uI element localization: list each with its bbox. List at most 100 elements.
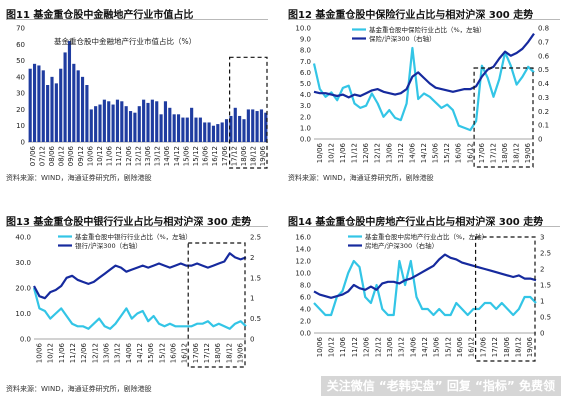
y-left-tick-label: 8.0 xyxy=(300,282,311,290)
bar xyxy=(155,101,159,142)
x-tick-label: 12/06 xyxy=(80,342,88,363)
chart-panel-14: 图14 基金重仓股中房地产行业占比与相对沪深 300 走势 0.0 2.0 4.0 6… xyxy=(288,213,560,373)
x-tick-label: 17/12 xyxy=(491,337,499,357)
chart-title: 图12 基金重仓股中保险行业占比与相对沪深 300 走势 xyxy=(288,10,534,21)
y-right-tick-label: 1 xyxy=(540,298,544,306)
x-tick-label: 19/06 xyxy=(236,342,244,363)
y-right-tick-label: 0.5 xyxy=(540,314,551,322)
bar xyxy=(168,107,172,142)
y-tick-label: 40 xyxy=(16,73,25,81)
y-right-tick-label: 0 xyxy=(538,136,542,144)
y-right-tick-label: 0.3 xyxy=(538,94,549,102)
line-chart-insurance: 0.0 1.0 2.0 3.0 4.0 5.0 6.0 7.0 8.0 9.0 10.0 0 0.1 0.… xyxy=(295,25,550,168)
x-tick-label: 15/12 xyxy=(192,146,200,166)
bar xyxy=(176,114,181,142)
x-tick-label: 10/06 xyxy=(86,145,94,166)
y-left-tick-label: 6.0 xyxy=(300,69,311,77)
chart-source: 资料来源：WIND，海通证券研究所，剧除港股 xyxy=(288,174,434,182)
x-tick-label: 12/12 xyxy=(374,337,382,357)
bar xyxy=(85,85,89,142)
y-left-tick-label: 12.0 xyxy=(295,258,311,266)
y-left-tick-label: 20.0 xyxy=(15,285,31,293)
bar xyxy=(246,109,250,142)
chart-source: 资料来源：WIND，海通证券研究所，剧除港股 xyxy=(6,385,152,393)
y-right-tick-label: 0.4 xyxy=(538,80,550,88)
x-tick-label: 11/12 xyxy=(69,343,77,363)
y-left-tick-label: 4.0 xyxy=(300,91,311,99)
y-right-tick-label: 0.5 xyxy=(250,315,261,323)
x-tick-label: 18/12 xyxy=(513,143,521,163)
x-tick-label: 12/06 xyxy=(363,336,371,357)
x-tick-label: 13/12 xyxy=(398,337,406,357)
x-tick-label: 12/06 xyxy=(362,142,370,163)
x-tick-label: 18/12 xyxy=(514,337,522,357)
x-tick-label: 14/06 xyxy=(409,336,417,357)
bar xyxy=(229,115,233,142)
x-tick-label: 16/06 xyxy=(456,336,464,357)
bar xyxy=(102,99,106,142)
x-tick-label: 16/06 xyxy=(455,142,463,163)
x-tick-label: 11/06 xyxy=(339,336,347,357)
x-tick-label: 08/12 xyxy=(58,146,66,166)
x-tick-label: 16/12 xyxy=(181,343,189,363)
y-left-tick-label: 0.0 xyxy=(300,330,311,338)
bar xyxy=(211,125,216,142)
bar xyxy=(198,117,202,142)
y-left-tick-label: 10.0 xyxy=(295,25,311,33)
y-left-tick-label: 1.0 xyxy=(300,124,311,132)
bar xyxy=(233,107,237,142)
bar xyxy=(172,114,176,142)
x-tick-label: 13/12 xyxy=(397,143,405,163)
chart-source: 资料来源：WIND，海通证券研究所，剧除港股 xyxy=(6,174,152,182)
chart-title: 图14 基金重仓股中房地产行业占比与相对沪深 300 走势 xyxy=(288,217,544,228)
y-right-tick-label: 2.5 xyxy=(540,250,551,258)
bar xyxy=(63,52,67,142)
x-tick-label: 08/06 xyxy=(48,145,56,166)
y-right-tick-label: 0.1 xyxy=(538,122,549,130)
y-left-tick-label: 8.0 xyxy=(300,47,311,55)
x-tick-label: 16/06 xyxy=(202,145,210,166)
legend-label: 基金重仓股中银行行业占比（%，左轴） xyxy=(75,232,192,241)
chart-panel-13: 图13 基金重仓股中银行行业占比与相对沪深 300 走势 0.0 10.0 20.0… xyxy=(6,213,276,395)
y-left-tick-label: 2.0 xyxy=(300,318,311,326)
bar xyxy=(194,117,198,142)
legend-label: 银行/沪深300（右轴） xyxy=(75,241,142,250)
y-left-tick-label: 0.0 xyxy=(300,136,311,144)
x-tick-label: 14/06 xyxy=(163,145,171,166)
y-tick-label: 0 xyxy=(21,139,25,147)
y-right-tick-label: 1.5 xyxy=(540,282,551,290)
x-tick-label: 16/12 xyxy=(466,143,474,163)
highlight-box xyxy=(473,67,534,168)
chart-panel-11: 图11 基金重仓股中金融地产行业市值占比 0 10 20 30 40 50 60 70 07/0… xyxy=(6,6,276,182)
x-tick-label: 15/06 xyxy=(432,142,440,163)
chart-title: 图11 基金重仓股中金融地产行业市值占比 xyxy=(6,10,194,21)
y-right-tick-label: 3 xyxy=(540,234,544,242)
y-right-tick-label: 0.6 xyxy=(538,52,550,60)
bar xyxy=(163,101,168,142)
bar xyxy=(98,104,102,142)
x-tick-label: 13/12 xyxy=(114,343,122,363)
y-tick-label: 60 xyxy=(16,41,25,49)
x-tick-label: 17/12 xyxy=(489,143,497,163)
chart-title: 图13 基金重仓股中银行行业占比与相对沪深 300 走势 xyxy=(6,217,252,228)
y-left-tick-label: 10.0 xyxy=(15,310,31,318)
highlight-box xyxy=(229,56,268,169)
y-tick-label: 70 xyxy=(16,25,25,33)
x-tick-label: 16/12 xyxy=(211,146,219,166)
x-tick-label: 15/06 xyxy=(182,145,190,166)
x-tick-label: 14/06 xyxy=(125,342,133,363)
bar xyxy=(124,106,128,142)
bar xyxy=(142,99,146,142)
bar xyxy=(32,63,37,143)
x-tick-label: 10/12 xyxy=(96,146,104,166)
x-tick-label: 11/06 xyxy=(58,342,66,363)
y-left-tick-label: 30.0 xyxy=(15,259,31,267)
bar xyxy=(120,101,124,142)
bar xyxy=(72,63,76,143)
series-line xyxy=(33,252,247,300)
x-tick-label: 18/12 xyxy=(225,343,233,363)
bar xyxy=(185,117,189,142)
bar xyxy=(216,124,220,142)
bar xyxy=(94,106,98,142)
x-tick-label: 10/12 xyxy=(327,143,335,163)
